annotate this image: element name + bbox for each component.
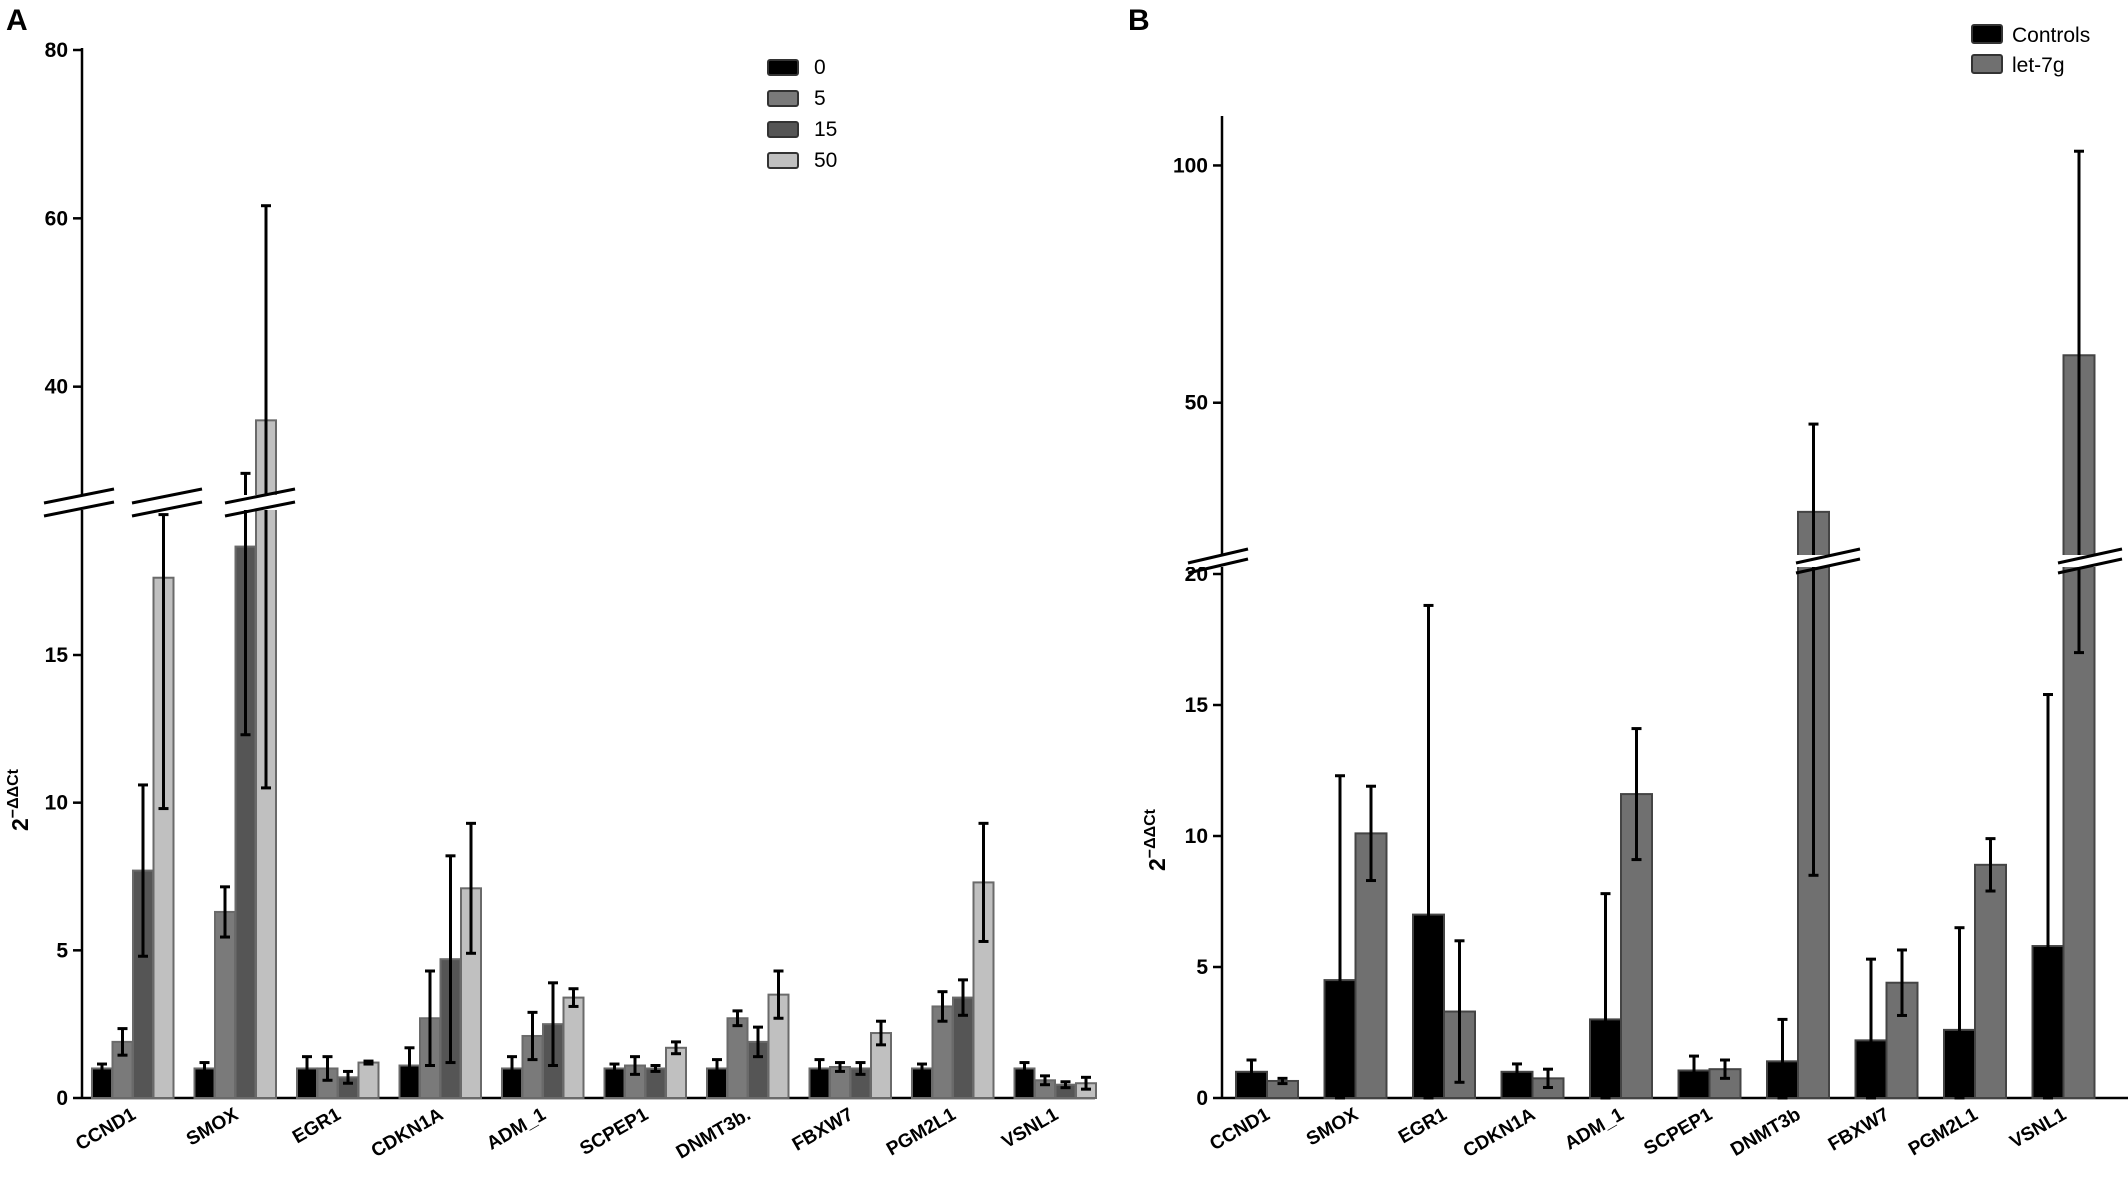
category-label: ADM_1 <box>483 1104 550 1155</box>
y-tick-label: 10 <box>1185 825 1208 848</box>
legend-swatch <box>1971 24 2003 44</box>
axis-break-mark <box>43 500 115 518</box>
category-label: CCND1 <box>1206 1104 1274 1155</box>
bar <box>214 910 236 1099</box>
y-axis-title-base: 2 <box>1144 858 1170 871</box>
legend-swatch <box>767 152 799 169</box>
category-label: SCPEP1 <box>577 1104 653 1160</box>
legend-label: 0 <box>814 56 826 79</box>
y-axis-title: 2−ΔΔCt <box>5 768 33 831</box>
y-tick-label: 15 <box>1185 694 1209 717</box>
category-label: FBXW7 <box>1825 1104 1893 1155</box>
category-label: CCND1 <box>72 1104 140 1155</box>
bar <box>357 1061 380 1100</box>
category-label: SMOX <box>183 1104 242 1150</box>
axis-break-mark <box>224 500 296 518</box>
axis-break-mark <box>1187 557 1249 575</box>
axis-break-gap <box>42 495 1095 510</box>
panel-a-letter: A <box>6 4 28 37</box>
category-label: VSNL1 <box>998 1104 1062 1153</box>
bar <box>726 1017 749 1100</box>
legend-label: Controls <box>2012 24 2090 47</box>
category-label: PGM2L1 <box>883 1104 960 1160</box>
y-axis-title-base: 2 <box>7 818 33 831</box>
axis-break-mark <box>131 487 203 505</box>
y-tick-label: 5 <box>56 939 68 962</box>
y-tick-label: 40 <box>45 376 68 399</box>
category-label: FBXW7 <box>789 1104 857 1155</box>
y-tick-label: 10 <box>45 792 68 815</box>
legend-swatch <box>767 121 799 138</box>
legend-swatch <box>767 90 799 107</box>
legend-swatch <box>767 59 799 76</box>
axis-break-gap <box>1182 555 2128 567</box>
legend-label: 5 <box>814 87 826 110</box>
bar <box>562 996 585 1099</box>
y-tick-label: 0 <box>56 1087 68 1110</box>
bar <box>665 1046 687 1099</box>
y-tick-label: 100 <box>1173 154 1208 177</box>
legend-label: 15 <box>814 118 837 141</box>
category-label: SCPEP1 <box>1641 1104 1717 1160</box>
axis-break-mark <box>224 487 296 505</box>
category-label: PGM2L1 <box>1905 1104 1982 1160</box>
category-label: VSNL1 <box>2006 1104 2070 1153</box>
category-label: CDKN1A <box>1460 1104 1539 1162</box>
axis-break-mark <box>1795 547 1861 565</box>
axis-break-mark <box>2057 557 2123 575</box>
axis-break-mark <box>1187 547 1249 565</box>
panel-a-chart: 0 5 10 15 40 60 80 2−ΔΔCt CCND1 SMOX EGR1 CDKN1A ADM… <box>5 39 1097 1163</box>
category-label: EGR1 <box>289 1104 345 1148</box>
y-tick-label: 5 <box>1196 956 1208 979</box>
category-label: SMOX <box>1303 1104 1362 1150</box>
y-tick-label: 15 <box>45 644 69 667</box>
legend-swatch <box>1971 54 2003 74</box>
y-axis-title-exponent: −ΔΔCt <box>1142 808 1159 858</box>
panel-b-letter: B <box>1128 4 1150 37</box>
y-tick-label: 50 <box>1185 392 1208 415</box>
axis-break-mark <box>1795 557 1861 575</box>
category-label: CDKN1A <box>368 1104 447 1162</box>
category-label: DNMT3b <box>1727 1104 1804 1161</box>
bar <box>1974 863 2007 1099</box>
category-label: ADM_1 <box>1561 1104 1628 1155</box>
legend-label: let-7g <box>2012 54 2065 77</box>
category-label: EGR1 <box>1395 1104 1451 1148</box>
axis-break-mark <box>43 487 115 505</box>
y-tick-label: 60 <box>45 207 68 230</box>
y-tick-label: 80 <box>45 39 68 62</box>
y-tick-label: 0 <box>1196 1087 1208 1110</box>
y-axis-title: 2−ΔΔCt <box>1142 808 1170 871</box>
legend-label: 50 <box>814 149 837 172</box>
axis-break-mark <box>2057 547 2123 565</box>
category-label: DNMT3b. <box>673 1104 755 1163</box>
y-axis-title-exponent: −ΔΔCt <box>5 768 22 818</box>
axis-break-mark <box>131 500 203 518</box>
